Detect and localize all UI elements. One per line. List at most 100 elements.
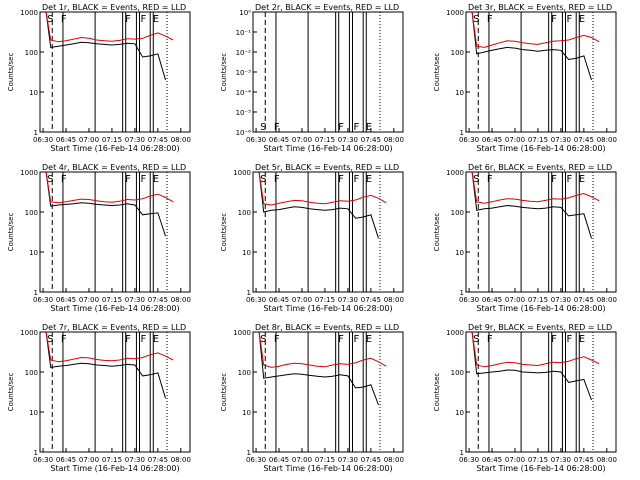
x-tick-label: 06:45 xyxy=(269,296,289,304)
x-tick-label: 08:00 xyxy=(171,136,191,144)
plot-frame xyxy=(39,171,191,293)
detector-panel-9: Det 9r, BLACK = Events, RED = LLD 1 10 100 1… xyxy=(433,323,617,473)
y-axis-label: Counts/sec xyxy=(7,53,15,92)
x-tick-label: 06:45 xyxy=(269,136,289,144)
y-tick-label: 100 xyxy=(238,209,251,217)
x-tick-label: 07:00 xyxy=(292,296,312,304)
x-tick-label: 06:30 xyxy=(459,136,479,144)
y-tick-label: 1 xyxy=(460,289,464,297)
series-line-lld xyxy=(258,331,387,368)
x-tick-label: 06:30 xyxy=(246,296,266,304)
x-axis-label: Start Time (16-Feb-14 06:28:00) xyxy=(476,304,605,313)
flag-label: F xyxy=(566,334,572,345)
flag-label: F xyxy=(140,334,146,345)
x-tick-label: 08:00 xyxy=(597,296,617,304)
y-tick-label: 10 xyxy=(455,249,464,257)
y-axis-label: Counts/sec xyxy=(7,213,15,252)
flag-label: F xyxy=(125,14,131,25)
series-line-lld xyxy=(471,331,600,368)
x-tick-label: 07:30 xyxy=(551,456,571,464)
flag-label: S xyxy=(260,122,266,133)
x-tick-label: 07:00 xyxy=(292,456,312,464)
y-tick-label: 100 xyxy=(451,209,464,217)
x-tick-label: 07:45 xyxy=(361,296,381,304)
flag-label: F xyxy=(274,122,280,133)
flag-label: S xyxy=(473,174,479,185)
detector-panel-3: Det 3r, BLACK = Events, RED = LLD 1 10 100 1… xyxy=(433,3,617,153)
series-line-lld xyxy=(45,331,174,363)
y-tick-label: 100 xyxy=(25,49,38,57)
x-axis-label: Start Time (16-Feb-14 06:28:00) xyxy=(263,144,392,153)
flag-label: F xyxy=(140,174,146,185)
x-tick-label: 06:45 xyxy=(56,456,76,464)
y-axis-label: Counts/sec xyxy=(220,213,228,252)
x-tick-label: 07:15 xyxy=(528,136,548,144)
x-tick-label: 06:30 xyxy=(33,456,53,464)
plot-frame xyxy=(252,331,404,453)
x-tick-label: 07:15 xyxy=(315,456,335,464)
flag-label: S xyxy=(47,174,53,185)
flag-label: F xyxy=(551,14,557,25)
series-line-lld xyxy=(45,11,174,43)
flag-label: F xyxy=(61,14,67,25)
flag-label: E xyxy=(579,174,585,185)
x-tick-label: 07:45 xyxy=(148,296,168,304)
y-axis-label: Counts/sec xyxy=(220,373,228,412)
flag-label: S xyxy=(47,334,53,345)
y-tick-label: 10 xyxy=(455,89,464,97)
x-tick-label: 07:45 xyxy=(574,456,594,464)
x-axis-label: Start Time (16-Feb-14 06:28:00) xyxy=(50,464,179,473)
series-line-events xyxy=(471,11,592,81)
y-tick-label: 10⁻³ xyxy=(236,69,252,77)
flag-label: S xyxy=(47,14,53,25)
x-tick-label: 07:00 xyxy=(79,296,99,304)
x-axis-label: Start Time (16-Feb-14 06:28:00) xyxy=(476,464,605,473)
x-tick-label: 08:00 xyxy=(384,456,404,464)
x-tick-label: 07:15 xyxy=(102,136,122,144)
x-tick-label: 07:45 xyxy=(361,136,381,144)
x-tick-label: 07:30 xyxy=(338,456,358,464)
flag-label: F xyxy=(61,334,67,345)
x-tick-label: 08:00 xyxy=(597,136,617,144)
flag-label: F xyxy=(61,174,67,185)
detector-panel-1: Det 1r, BLACK = Events, RED = LLD 1 10 100 1… xyxy=(7,3,191,153)
y-tick-label: 1 xyxy=(34,289,38,297)
x-tick-label: 08:00 xyxy=(384,296,404,304)
y-tick-label: 10 xyxy=(29,409,38,417)
flag-label: F xyxy=(353,174,359,185)
x-axis-label: Start Time (16-Feb-14 06:28:00) xyxy=(263,464,392,473)
x-tick-label: 07:00 xyxy=(505,136,525,144)
y-tick-label: 1 xyxy=(247,449,251,457)
y-tick-label: 1 xyxy=(247,289,251,297)
x-tick-label: 07:30 xyxy=(338,296,358,304)
flag-label: E xyxy=(153,334,159,345)
x-tick-label: 08:00 xyxy=(171,456,191,464)
x-tick-label: 07:15 xyxy=(528,296,548,304)
x-tick-label: 07:30 xyxy=(551,296,571,304)
flag-label: E xyxy=(153,14,159,25)
x-tick-label: 07:00 xyxy=(292,136,312,144)
x-tick-label: 08:00 xyxy=(171,296,191,304)
y-tick-label: 100 xyxy=(25,369,38,377)
detector-panel-6: Det 6r, BLACK = Events, RED = LLD 1 10 100 1… xyxy=(433,163,617,313)
panel-title: Det 6r, BLACK = Events, RED = LLD xyxy=(468,163,612,172)
flag-label: E xyxy=(579,14,585,25)
x-tick-label: 06:45 xyxy=(482,296,502,304)
x-tick-label: 07:15 xyxy=(315,296,335,304)
x-tick-label: 07:45 xyxy=(361,456,381,464)
flag-label: F xyxy=(125,334,131,345)
y-tick-label: 1000 xyxy=(446,329,464,337)
detector-panel-2: Det 2r, BLACK = Events, RED = LLD 10⁻⁶ 10⁻… xyxy=(220,3,404,153)
flag-label: S xyxy=(473,334,479,345)
x-tick-label: 06:45 xyxy=(56,296,76,304)
y-tick-label: 10 xyxy=(455,409,464,417)
y-tick-label: 1000 xyxy=(446,169,464,177)
plot-frame xyxy=(39,331,191,453)
detector-panel-5: Det 5r, BLACK = Events, RED = LLD 1 10 100 1… xyxy=(220,163,404,313)
y-tick-label: 10⁻² xyxy=(236,49,252,57)
y-tick-label: 1 xyxy=(460,449,464,457)
x-tick-label: 06:30 xyxy=(246,136,266,144)
flag-label: F xyxy=(566,174,572,185)
y-tick-label: 10⁻¹ xyxy=(236,29,252,37)
